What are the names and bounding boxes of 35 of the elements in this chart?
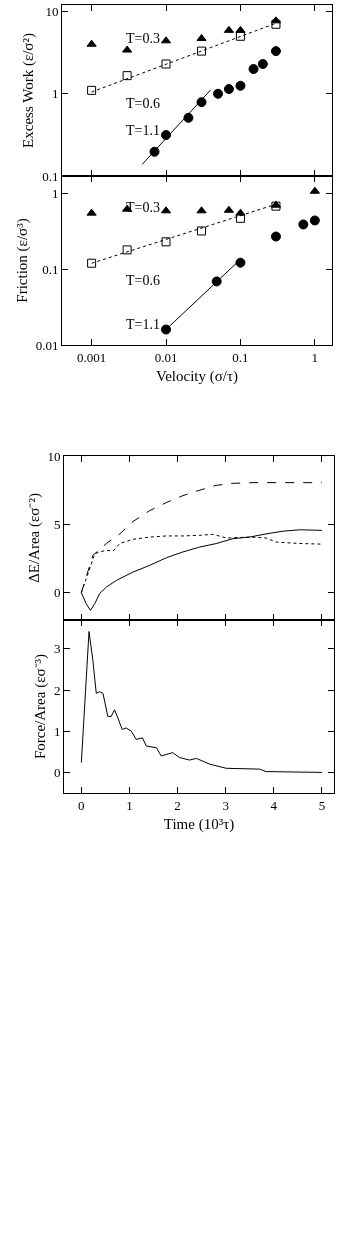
series-label: T=1.1 <box>126 123 160 138</box>
y-axis-title: Friction (ε/σ³) <box>13 218 31 303</box>
x-tick-label: 0.01 <box>154 349 178 365</box>
y-tick-label: 1 <box>51 86 59 102</box>
y-tick-label: 0 <box>53 585 61 601</box>
x-tick-label: 3 <box>222 797 229 813</box>
y-axis-title: Force/Area (εσ⁻³) <box>32 653 50 760</box>
y-tick-label: 10 <box>45 4 59 20</box>
y-tick-label: 0.1 <box>42 261 59 277</box>
y-tick-label: 10 <box>47 448 61 464</box>
x-tick-label: 1 <box>311 349 319 365</box>
y-tick-label: 1 <box>53 723 61 739</box>
series-label: T=1.1 <box>126 317 160 332</box>
x-tick-label: 4 <box>270 797 278 813</box>
y-tick-label: 0 <box>53 764 61 780</box>
x-tick-label: 5 <box>318 797 326 813</box>
x-axis-title: Time (10³τ) <box>163 815 235 833</box>
y-tick-label: 2 <box>53 682 61 698</box>
x-tick-label: 0.1 <box>232 349 249 365</box>
x-axis-title: Velocity (σ/τ) <box>155 367 239 385</box>
x-tick-label: 0.001 <box>76 349 107 365</box>
series-label: T=0.6 <box>126 96 160 111</box>
x-tick-label: 2 <box>174 797 181 813</box>
y-axis-title: ΔE/Area (εσ⁻²) <box>25 493 43 583</box>
y-tick-label: 0.01 <box>35 337 59 353</box>
x-tick-label: 0 <box>78 797 85 813</box>
y-tick-label: 5 <box>53 516 61 532</box>
line-series <box>80 631 323 773</box>
series-label: T=0.6 <box>126 273 160 288</box>
x-tick-label: 1 <box>126 797 133 813</box>
y-axis-title: Excess Work (ε/σ²) <box>20 33 38 148</box>
y-tick-label: 0.1 <box>42 168 59 184</box>
series-label: T=0.3 <box>126 31 160 46</box>
y-tick-label: 1 <box>51 186 59 202</box>
y-tick-label: 3 <box>53 641 61 657</box>
